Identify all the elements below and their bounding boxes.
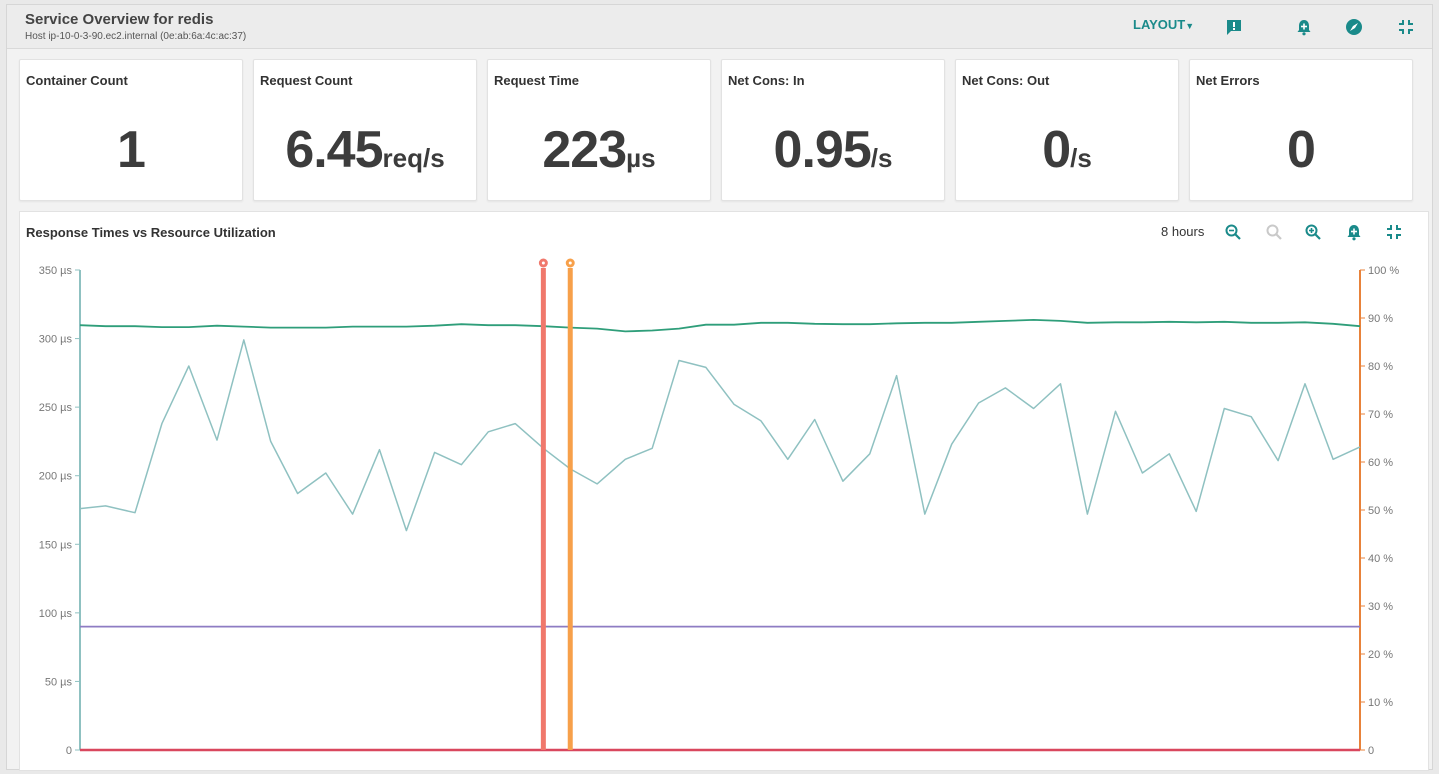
kpi-card-request-time: Request Time 223µs [487,59,711,201]
series-line-utilization-top [79,319,1361,333]
right-axis-tick-label: 80 % [1368,361,1393,373]
left-axis-tick-label: 150 µs [39,539,73,551]
caret-down-icon: ▼ [1185,21,1195,31]
kpi-label: Net Cons: In [728,73,805,88]
left-axis-tick-label: 250 µs [39,402,73,414]
right-axis-tick-label: 50 % [1368,505,1393,517]
kpi-card-container-count: Container Count 1 [19,59,243,201]
right-axis-tick-label: 60 % [1368,457,1393,469]
response-times-chart-panel: Response Times vs Resource Utilization 8… [19,211,1429,771]
kpi-value: 223µs [488,120,710,188]
comment-alert-icon[interactable] [1225,18,1243,36]
event-marker-pin-dot [541,261,545,265]
zoom-reset-icon[interactable] [1265,223,1283,241]
kpi-value: 0 [1190,120,1412,188]
right-axis-tick-label: 0 [1368,745,1374,757]
kpi-number: 6.45 [285,121,383,179]
bell-plus-icon[interactable] [1345,223,1363,241]
kpi-number: 1 [117,121,146,179]
kpi-card-net-cons-out: Net Cons: Out 0/s [955,59,1179,201]
kpi-number: 0.95 [773,121,872,179]
response-times-chart: 0 50 µs 100 µs 150 µs 200 µs 250 µs 300 µs 350 … [39,258,1400,757]
layout-dropdown[interactable]: LAYOUT▼ [1133,17,1194,32]
right-axis-tick-label: 100 % [1368,265,1399,277]
left-axis-tick-label: 300 µs [39,334,73,346]
kpi-label: Net Cons: Out [962,73,1050,88]
kpi-unit: req/s [382,143,445,173]
zoom-in-icon[interactable] [1304,223,1322,241]
kpi-number: 0 [1287,121,1316,179]
chart-title: Response Times vs Resource Utilization [26,225,276,240]
kpi-value: 6.45req/s [254,120,476,188]
event-marker-pin-dot [568,261,572,265]
kpi-card-net-errors: Net Errors 0 [1189,59,1413,201]
kpi-unit: /s [870,143,893,173]
right-axis-tick-label: 10 % [1368,697,1393,709]
service-overview-page: Service Overview for redis Host ip-10-0-… [6,4,1433,771]
kpi-number: 223 [542,121,627,179]
kpi-unit: µs [626,143,656,173]
page-header: Service Overview for redis Host ip-10-0-… [7,5,1432,49]
kpi-card-net-cons-in: Net Cons: In 0.95/s [721,59,945,201]
left-axis-tick-label: 100 µs [39,608,73,620]
rocket-icon[interactable] [1345,18,1363,36]
right-axis-tick-label: 70 % [1368,409,1393,421]
chart-series [79,319,1361,752]
left-axis-tick-label: 50 µs [45,676,73,688]
right-axis-tick-label: 30 % [1368,601,1393,613]
left-axis-tick-label: 0 [66,745,72,757]
chart-events[interactable] [538,258,575,751]
compress-icon[interactable] [1385,223,1403,241]
kpi-label: Container Count [26,73,128,88]
left-axis-tick-label: 350 µs [39,265,73,277]
zoom-out-icon[interactable] [1224,223,1242,241]
kpi-number: 0 [1042,121,1071,179]
chart-axes: 0 50 µs 100 µs 150 µs 200 µs 250 µs 300 µs 350 … [39,265,1400,757]
series-line-response-time [79,339,1361,532]
time-range-selector[interactable]: 8 hours [1161,224,1205,239]
compress-icon[interactable] [1397,18,1415,36]
right-axis-tick-label: 40 % [1368,553,1393,565]
left-axis-tick-label: 200 µs [39,471,73,483]
kpi-value: 0/s [956,120,1178,188]
bell-plus-icon[interactable] [1295,18,1313,36]
page-title: Service Overview for redis [25,11,214,28]
right-axis-tick-label: 20 % [1368,649,1393,661]
kpi-label: Request Count [260,73,353,88]
host-subtitle: Host ip-10-0-3-90.ec2.internal (0e:ab:6a… [25,31,247,42]
kpi-cards: Container Count 1 Request Count 6.45req/… [19,59,1417,203]
layout-label: LAYOUT [1133,17,1186,32]
kpi-label: Request Time [494,73,580,88]
kpi-label: Net Errors [1196,73,1260,88]
kpi-value: 0.95/s [722,120,944,188]
kpi-value: 1 [20,120,242,188]
kpi-unit: /s [1070,143,1092,173]
right-axis-tick-label: 90 % [1368,313,1393,325]
kpi-card-request-count: Request Count 6.45req/s [253,59,477,201]
